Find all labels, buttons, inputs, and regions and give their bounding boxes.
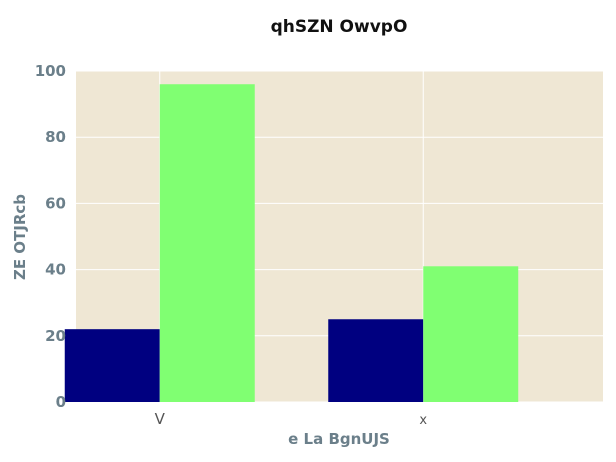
y-tick-labels: 0 20 40 60 80 100 <box>35 62 66 411</box>
y-tick-label: 60 <box>45 194 66 212</box>
chart-title: qhSZN OwvpO <box>271 17 408 37</box>
bars <box>64 84 519 403</box>
y-tick-label: 20 <box>45 327 66 345</box>
y-tick-label: 100 <box>35 62 66 80</box>
bar <box>64 329 160 402</box>
bar <box>423 266 519 402</box>
x-tick-label: V <box>155 410 166 428</box>
y-tick-label: 40 <box>45 261 66 279</box>
y-tick-label: 80 <box>45 128 66 146</box>
x-tick-label: x <box>419 413 427 428</box>
bar <box>328 319 424 402</box>
bar <box>159 84 255 403</box>
y-tick-label: 0 <box>56 393 66 411</box>
x-axis-label: e La BgnUJS <box>288 430 390 448</box>
y-axis-label: ZE OTJRcb <box>11 194 29 280</box>
